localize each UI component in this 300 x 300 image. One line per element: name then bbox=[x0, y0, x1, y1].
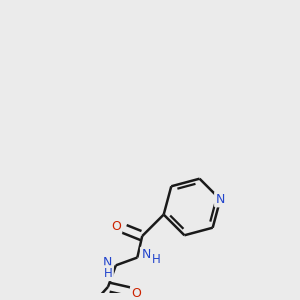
Text: N: N bbox=[216, 193, 225, 206]
Text: H: H bbox=[152, 253, 160, 266]
Text: N: N bbox=[102, 256, 112, 269]
Text: O: O bbox=[111, 220, 121, 233]
Text: N: N bbox=[141, 248, 151, 261]
Text: H: H bbox=[104, 267, 112, 280]
Text: O: O bbox=[131, 287, 141, 300]
